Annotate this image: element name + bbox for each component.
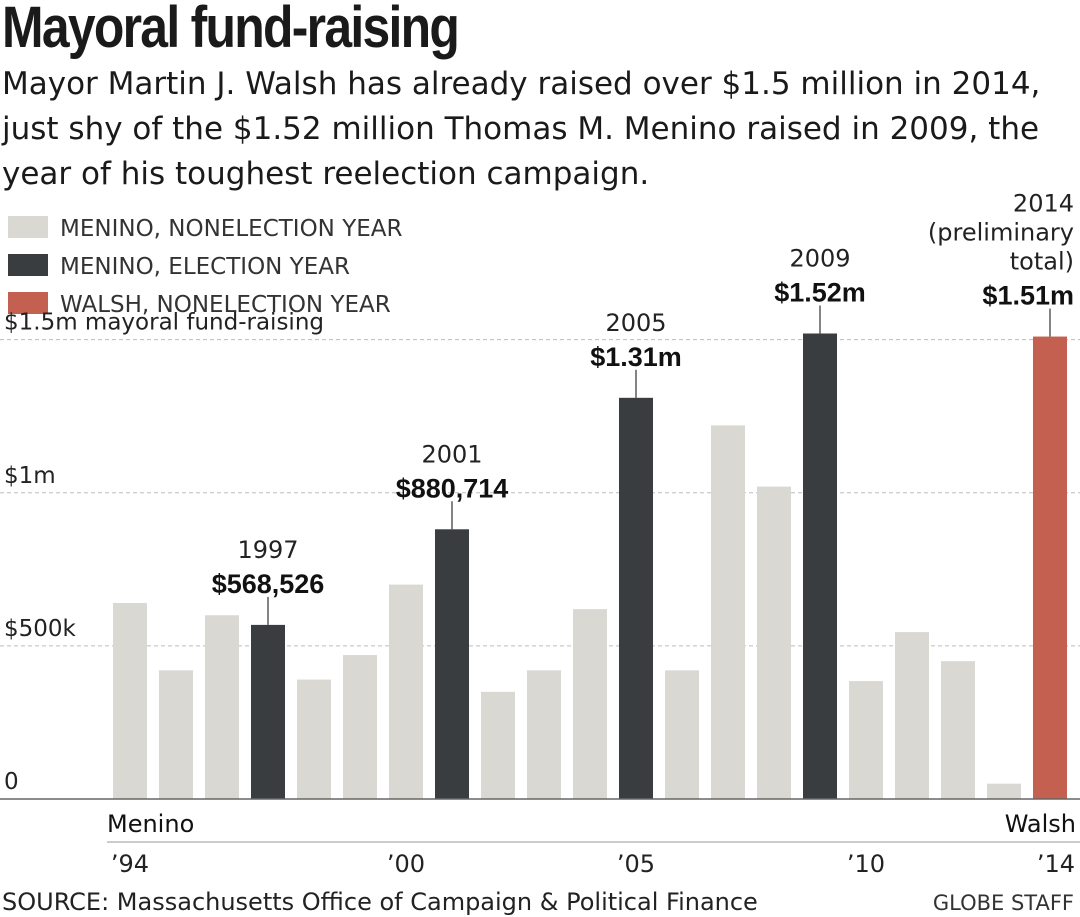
y-tick-label: 0: [4, 769, 19, 795]
chart-subtitle: Mayor Martin J. Walsh has already raised…: [2, 66, 1041, 192]
footer: SOURCE: Massachusetts Office of Campaign…: [2, 888, 1074, 916]
annotation-value: $1.52m: [774, 278, 866, 308]
legend-label-nonelection: MENINO, NONELECTION YEAR: [60, 216, 403, 242]
bar-2004: [573, 609, 607, 799]
bar-annotations: $568,526 1997 $880,714 2001 $1.31m 2005 $1.52m…: [212, 190, 1074, 625]
bar-2013: [987, 783, 1021, 799]
bar-2012: [941, 661, 975, 799]
annotation-value: $1.51m: [982, 281, 1074, 311]
annotation-year: 2005: [605, 309, 666, 337]
bar-2006: [665, 670, 699, 799]
y-tick-label: $1.5m mayoral fund-raising: [4, 310, 324, 336]
legend-label-walsh: WALSH, NONELECTION YEAR: [60, 292, 391, 318]
y-tick-label: $1m: [4, 463, 56, 489]
bar-2001: [435, 529, 469, 799]
annotation-value: $880,714: [396, 473, 509, 503]
annotation-value: $1.31m: [590, 342, 682, 372]
bar-2009: [803, 333, 837, 799]
source-note: SOURCE: Massachusetts Office of Campaign…: [2, 888, 758, 916]
x-tick-label: ’00: [387, 850, 425, 878]
period-label: Walsh: [1005, 810, 1076, 838]
legend-swatch-walsh: [8, 292, 48, 314]
y-gridlines: [0, 339, 1080, 647]
bar-2007: [711, 425, 745, 799]
annotation-value: $568,526: [212, 569, 325, 599]
annotation-year: total): [1010, 248, 1074, 276]
legend-swatch-nonelection: [8, 216, 48, 238]
annotation-year: 1997: [237, 536, 298, 564]
chart-title: Mayoral fund-raising: [2, 0, 460, 60]
x-tick-label: ’10: [847, 850, 885, 878]
bar-1996: [205, 615, 239, 799]
bar-1994: [113, 603, 147, 799]
bar-2008: [757, 486, 791, 799]
y-axis-labels: 0 $500k $1m $1.5m mayoral fund-raising: [4, 310, 324, 795]
x-tick-label: ’14: [1037, 850, 1075, 878]
bar-1998: [297, 679, 331, 799]
period-label: Menino: [107, 810, 194, 838]
bar-2000: [389, 584, 423, 799]
legend-label-election: MENINO, ELECTION YEAR: [60, 254, 350, 280]
bar-1995: [159, 670, 193, 799]
bars: [113, 333, 1067, 799]
bar-2003: [527, 670, 561, 799]
bar-2002: [481, 691, 515, 799]
bar-2014: [1033, 336, 1067, 799]
chart-legend: MENINO, NONELECTION YEAR MENINO, ELECTION…: [8, 216, 403, 318]
credit-note: GLOBE STAFF: [933, 891, 1074, 915]
bar-1999: [343, 655, 377, 799]
annotation-year: 2014: [1013, 190, 1074, 218]
annotation-year: 2001: [421, 440, 482, 468]
x-tick-label: ’05: [617, 850, 655, 878]
annotation-year: 2009: [789, 245, 850, 273]
x-axis: Menino Walsh ’94 ’00 ’05 ’10 ’14: [0, 798, 1080, 878]
legend-swatch-election: [8, 254, 48, 276]
bar-2010: [849, 681, 883, 799]
x-tick-label: ’94: [111, 850, 149, 878]
bar-2011: [895, 632, 929, 799]
y-tick-label: $500k: [4, 616, 77, 642]
annotation-year: (preliminary: [928, 219, 1074, 247]
bar-1997: [251, 624, 285, 799]
bar-2005: [619, 397, 653, 799]
